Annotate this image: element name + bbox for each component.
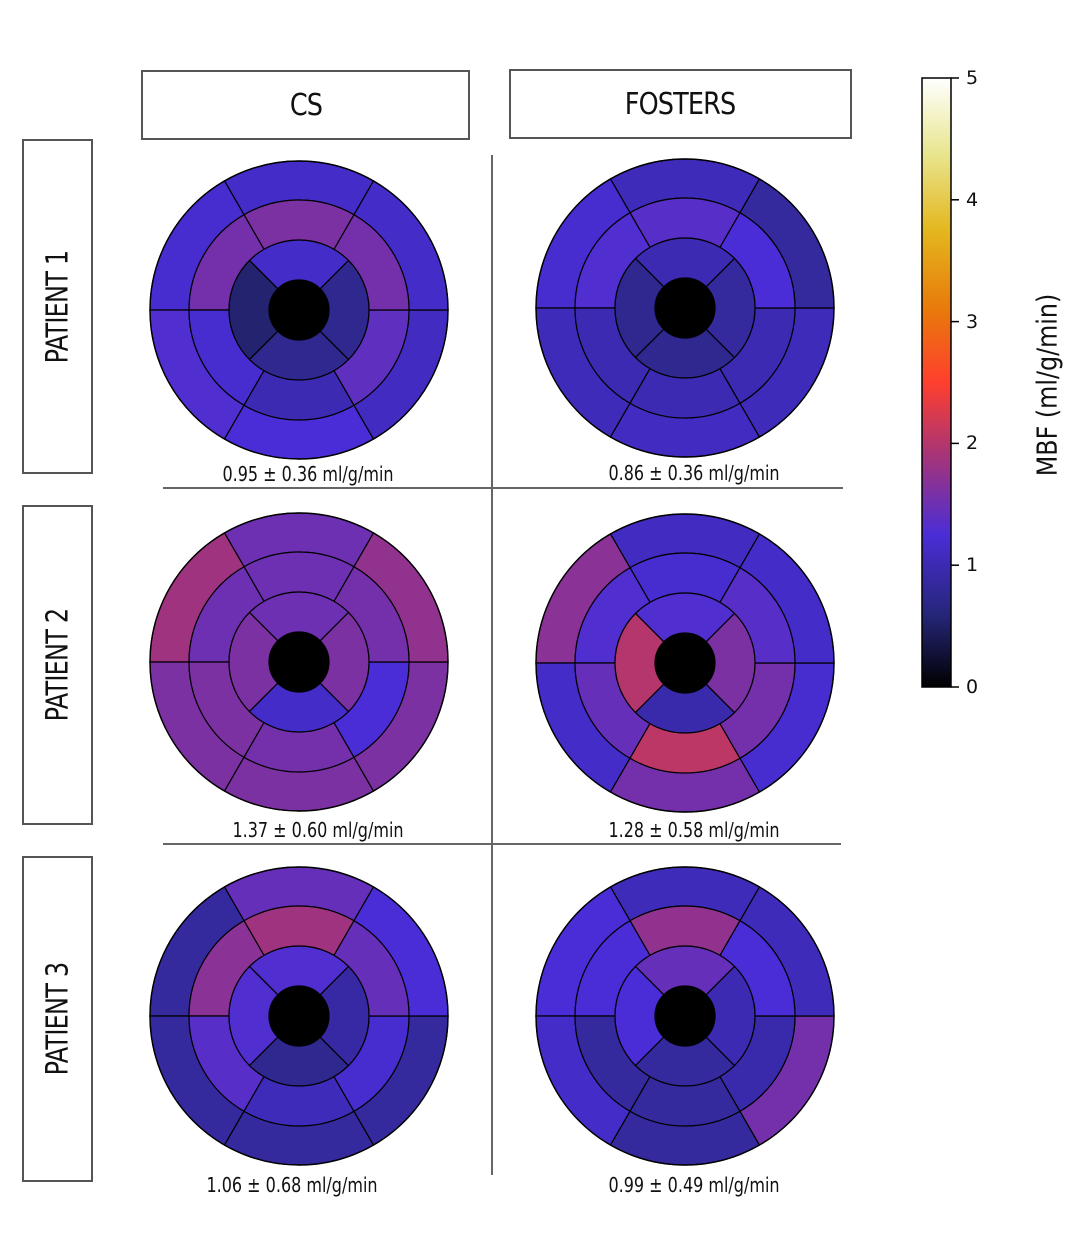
caption-fosters-patient-1: 0.86 ± 0.36 ml/g/min — [608, 461, 780, 485]
bullseye-plot — [535, 866, 835, 1166]
center-hole — [269, 632, 329, 692]
colorbar-tick-label: 2 — [966, 432, 979, 455]
bullseye-plot — [149, 512, 449, 812]
column-header-label: FOSTERS — [625, 86, 736, 122]
row-header-patient-3: PATIENT 3 — [22, 856, 93, 1182]
center-hole — [655, 278, 715, 338]
caption-cs-patient-3: 1.06 ± 0.68 ml/g/min — [206, 1173, 378, 1197]
colorbar-tick-label: 0 — [966, 676, 979, 698]
colorbar-tick-label: 4 — [966, 188, 979, 211]
colorbar — [921, 77, 952, 688]
caption-cs-patient-2: 1.37 ± 0.60 ml/g/min — [232, 818, 404, 842]
caption-fosters-patient-3: 0.99 ± 0.49 ml/g/min — [608, 1173, 780, 1197]
outer-rim — [535, 513, 835, 813]
bullseye-plot — [535, 158, 835, 458]
center-hole — [655, 986, 715, 1046]
row-header-patient-2: PATIENT 2 — [22, 505, 93, 825]
outer-rim — [149, 512, 449, 812]
colorbar-tick-label: 5 — [966, 67, 979, 89]
row-divider — [163, 843, 841, 845]
column-header-label: CS — [289, 87, 322, 123]
row-header-patient-1: PATIENT 1 — [22, 139, 93, 474]
bullseye-plot — [149, 866, 449, 1166]
center-hole — [655, 633, 715, 693]
caption-fosters-patient-2: 1.28 ± 0.58 ml/g/min — [608, 818, 780, 842]
outer-rim — [149, 160, 449, 460]
colorbar-tick-label: 3 — [966, 310, 979, 333]
outer-rim — [149, 866, 449, 1166]
row-divider — [163, 487, 843, 489]
column-header-fosters: FOSTERS — [509, 69, 852, 139]
caption-cs-patient-1: 0.95 ± 0.36 ml/g/min — [222, 462, 394, 486]
outer-rim — [535, 866, 835, 1166]
center-hole — [269, 280, 329, 340]
colorbar-tick-label: 1 — [966, 554, 979, 577]
column-header-cs: CS — [141, 70, 470, 140]
colorbar-label: MBF (ml/g/min) — [1030, 293, 1064, 477]
bullseye-plot — [535, 513, 835, 813]
center-hole — [269, 986, 329, 1046]
bullseye-plot — [149, 160, 449, 460]
column-divider — [491, 155, 493, 1175]
outer-rim — [535, 158, 835, 458]
